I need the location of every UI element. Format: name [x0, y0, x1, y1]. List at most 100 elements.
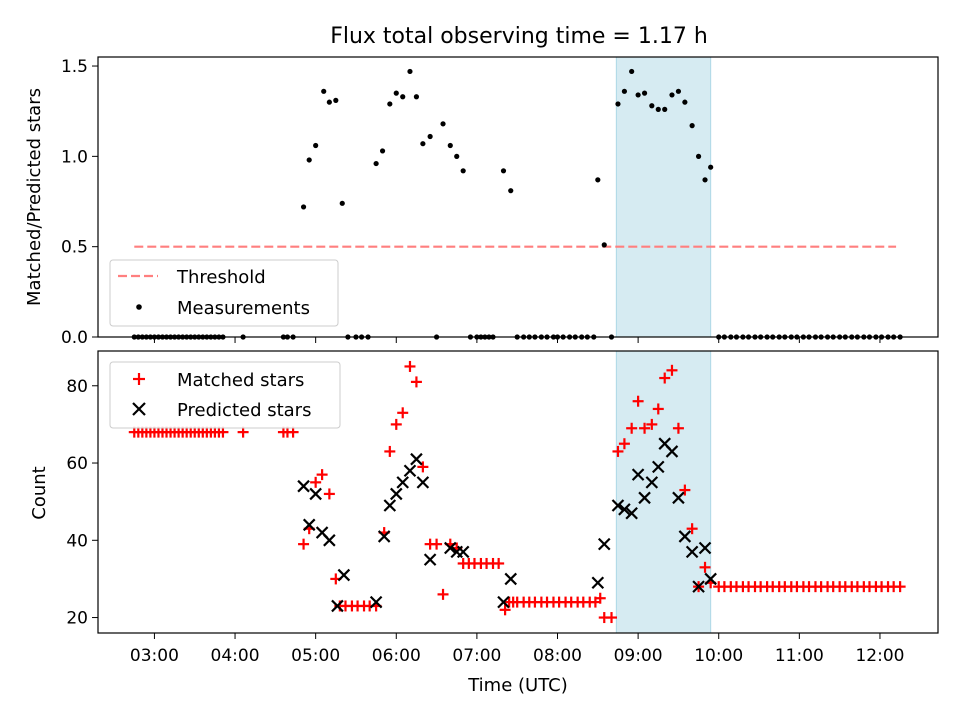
predicted-star-stroke: [297, 479, 310, 493]
matched-star-point: [606, 612, 618, 624]
measurement-point: [313, 142, 319, 149]
predicted-star-point: [396, 476, 409, 489]
matched-legend-swatch: [133, 373, 145, 385]
measurement-point: [400, 94, 406, 100]
predicted-star-stroke: [403, 464, 417, 478]
predicted-star-point: [323, 534, 336, 547]
matched-star-point: [384, 445, 396, 457]
predicted-star-point: [383, 499, 397, 512]
predicted-star-stroke: [645, 476, 659, 489]
predicted-star-point: [504, 572, 518, 586]
measurement-point: [300, 204, 307, 210]
predicted-star-stroke: [383, 499, 397, 512]
predicted-star-point: [456, 545, 470, 559]
predicted-star-stroke: [625, 506, 638, 520]
y-tick-label: 40: [66, 531, 88, 551]
predicted-star-point: [369, 595, 383, 609]
predicted-star-stroke: [369, 595, 383, 609]
y-axis-label: Count: [29, 466, 50, 519]
measurement-point: [649, 103, 655, 109]
measurement-point: [373, 160, 379, 167]
x-tick-label: 12:00: [855, 646, 904, 666]
predicted-star-point: [416, 476, 430, 489]
predicted-star-point: [692, 580, 705, 593]
matched-star-point: [390, 418, 402, 430]
y-ticks: 20 40 60 80: [66, 377, 98, 629]
predicted-star-point: [331, 599, 344, 613]
measurement-point: [662, 106, 668, 112]
predicted-star-stroke: [497, 595, 510, 609]
x-tick-label: 08:00: [533, 646, 582, 666]
measurement-point: [708, 164, 714, 170]
measurement-point: [326, 99, 332, 105]
predicted-star-stroke: [315, 526, 329, 539]
x-tick-label: 11:00: [775, 646, 824, 666]
predicted-star-stroke: [389, 487, 403, 501]
y-tick-label: 1.5: [61, 57, 88, 77]
measurement-point: [675, 88, 682, 94]
predicted-star-stroke: [704, 572, 717, 586]
predicted-star-point: [377, 530, 391, 543]
measurement-point: [601, 242, 607, 248]
predicted-star-stroke: [504, 572, 518, 586]
legend-matched-label: Matched stars: [177, 370, 304, 391]
matched-star-point: [679, 484, 691, 496]
predicted-star-point: [423, 553, 437, 566]
measurement-legend-swatch: [136, 304, 142, 310]
matched-star-point: [699, 561, 711, 573]
predicted-star-stroke: [302, 518, 316, 532]
predicted-star-point: [309, 487, 322, 501]
x-axis-label: Time (UTC): [467, 675, 568, 696]
predicted-star-point: [685, 545, 699, 559]
measurement-point: [689, 123, 695, 129]
measurement-point: [635, 92, 641, 98]
predicted-star-point: [337, 568, 351, 582]
predicted-star-stroke: [651, 460, 665, 474]
y-tick-label: 0.0: [61, 328, 88, 348]
predicted-star-stroke: [309, 487, 322, 501]
x-tick-label: 09:00: [614, 646, 663, 666]
predicted-star-stroke: [331, 599, 344, 613]
predicted-star-point: [444, 541, 457, 555]
predicted-star-stroke: [377, 530, 391, 543]
predicted-star-point: [672, 491, 685, 505]
predicted-star-stroke: [323, 534, 336, 547]
predicted-star-stroke: [337, 568, 351, 582]
legend-predicted-label: Predicted stars: [177, 400, 311, 421]
predicted-star-point: [645, 476, 659, 489]
predicted-star-point: [625, 506, 638, 520]
predicted-star-point: [704, 572, 717, 586]
predicted-star-point: [698, 541, 712, 555]
measurement-point: [695, 153, 702, 159]
predicted-star-point: [618, 503, 631, 516]
legend-box: [109, 361, 341, 429]
y-tick-label: 80: [66, 377, 88, 397]
predicted-star-stroke: [672, 491, 685, 505]
bottom-panel: 03:00 04:00 05:00 06:00 07:00 08:00 09:00 10:00…: [29, 350, 939, 696]
predicted-star-point: [678, 530, 692, 543]
matched-star-point: [632, 395, 644, 407]
legend: Matched stars Predicted stars: [109, 361, 341, 429]
legend-threshold-label: Threshold: [176, 267, 266, 288]
measurement-point: [621, 88, 628, 94]
matched-star-point: [310, 476, 322, 488]
predicted-star-stroke: [638, 491, 651, 505]
plot-frame: [97, 56, 939, 338]
measurement-point: [702, 177, 708, 183]
measurement-point: [669, 92, 675, 98]
matched-star-point: [639, 422, 651, 434]
predicted-star-point: [403, 464, 417, 478]
predicted-star-point: [611, 499, 625, 512]
measurement-point: [508, 188, 514, 194]
predicted-star-stroke: [444, 541, 457, 555]
matched-star-point: [437, 588, 449, 600]
measurement-point: [454, 153, 460, 159]
predicted-star-point: [302, 518, 316, 532]
predicted-star-stroke: [396, 476, 409, 489]
highlight-span: [615, 350, 712, 634]
y-tick-label: 1.0: [61, 147, 88, 167]
x-tick-label: 07:00: [452, 646, 501, 666]
matched-star-point: [298, 538, 310, 550]
